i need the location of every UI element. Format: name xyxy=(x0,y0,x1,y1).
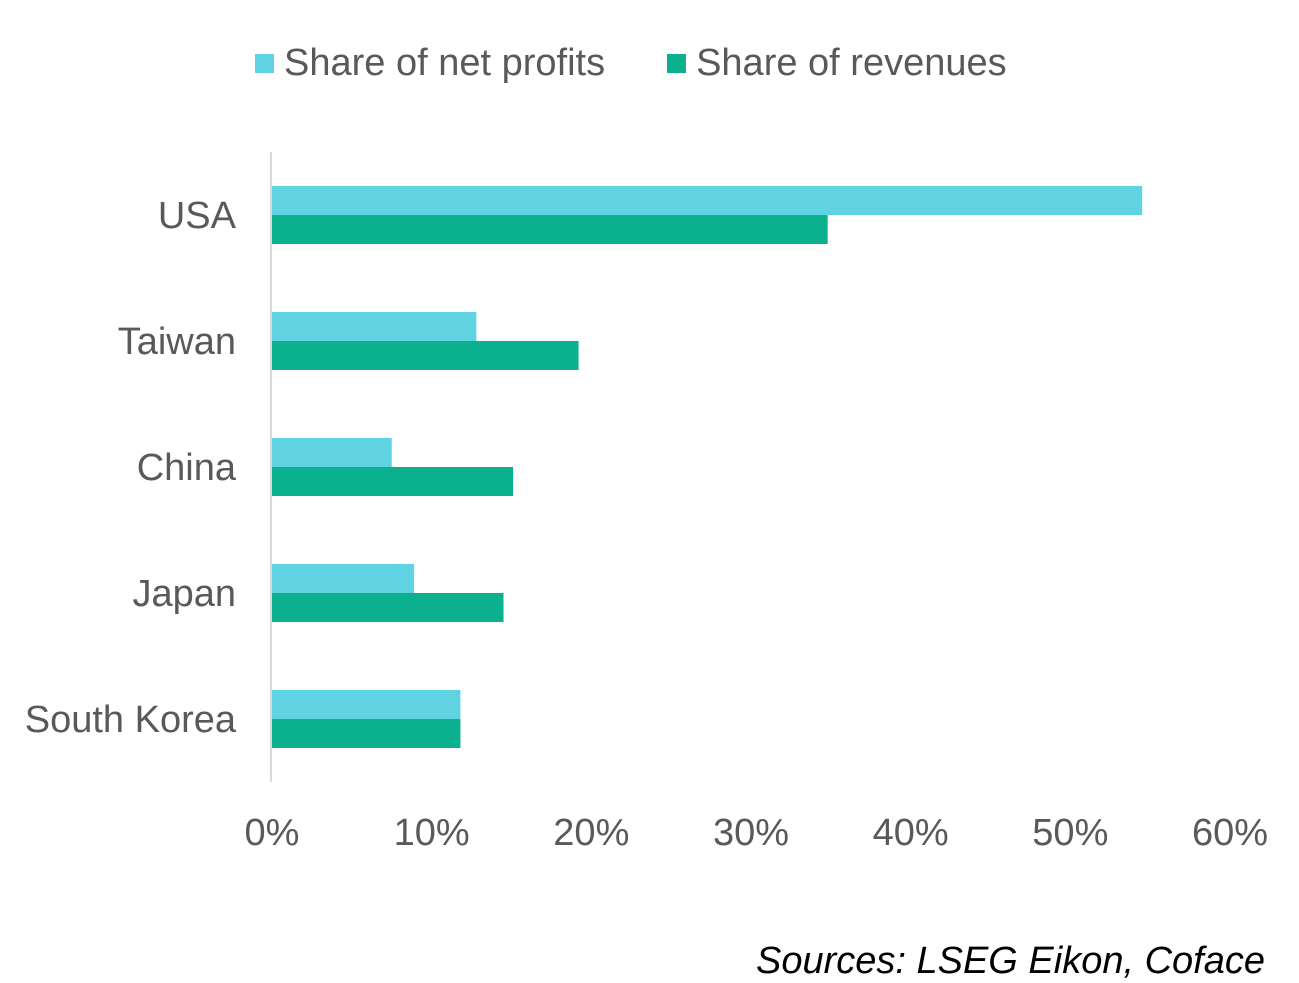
category-label-china: China xyxy=(137,447,237,489)
legend-item-net-profits: Share of net profits xyxy=(255,42,605,85)
x-tick-label: 0% xyxy=(245,812,300,854)
bar-south-korea-net-profits xyxy=(272,690,461,719)
bar-south-korea-revenues xyxy=(272,719,461,748)
legend-label-revenues: Share of revenues xyxy=(696,42,1007,84)
legend-swatch-net-profits xyxy=(255,54,274,73)
bar-usa-net-profits xyxy=(272,186,1143,215)
legend-label-net-profits: Share of net profits xyxy=(284,42,606,84)
x-tick-label: 40% xyxy=(873,812,949,854)
x-tick-label: 60% xyxy=(1192,812,1268,854)
category-label-usa: USA xyxy=(158,195,237,237)
x-tick-label: 50% xyxy=(1032,812,1108,854)
bar-taiwan-net-profits xyxy=(272,312,477,341)
category-label-taiwan: Taiwan xyxy=(118,321,236,363)
category-label-japan: Japan xyxy=(132,573,236,615)
chart-legend: Share of net profits Share of revenues xyxy=(255,42,1069,85)
bar-china-revenues xyxy=(272,467,514,496)
x-tick-label: 30% xyxy=(713,812,789,854)
source-note: Sources: LSEG Eikon, Coface xyxy=(755,940,1265,982)
legend-swatch-revenues xyxy=(667,54,687,73)
bar-china-net-profits xyxy=(272,438,392,467)
legend-item-revenues: Share of revenues xyxy=(667,42,1007,85)
x-tick-label: 20% xyxy=(553,812,629,854)
x-tick-label: 10% xyxy=(394,812,470,854)
category-label-south-korea: South Korea xyxy=(25,699,237,741)
bar-taiwan-revenues xyxy=(272,341,579,370)
bar-japan-net-profits xyxy=(272,564,415,593)
bar-japan-revenues xyxy=(272,593,504,622)
bar-usa-revenues xyxy=(272,215,828,244)
